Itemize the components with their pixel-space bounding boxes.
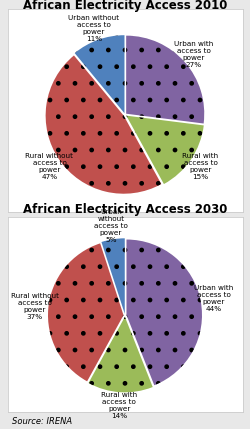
Text: Source: IRENA: Source: IRENA xyxy=(12,417,72,426)
Wedge shape xyxy=(75,35,124,113)
Text: Rural with
access to
power
15%: Rural with access to power 15% xyxy=(182,153,218,180)
Text: Rural with
access to
power
14%: Rural with access to power 14% xyxy=(101,392,137,419)
Text: Urban with
access to
power
27%: Urban with access to power 27% xyxy=(174,41,213,68)
Wedge shape xyxy=(126,239,202,385)
Title: African Electricity Access 2030: African Electricity Access 2030 xyxy=(23,203,227,216)
Text: Rural without
access to
power
47%: Rural without access to power 47% xyxy=(26,153,74,180)
Wedge shape xyxy=(46,55,161,194)
Text: Rural without
access to
power
37%: Rural without access to power 37% xyxy=(11,293,59,320)
Wedge shape xyxy=(48,243,124,381)
Text: Urban with
access to
power
44%: Urban with access to power 44% xyxy=(194,285,234,312)
Title: African Electricity Access 2010: African Electricity Access 2010 xyxy=(23,0,227,12)
Wedge shape xyxy=(88,317,153,393)
Wedge shape xyxy=(126,116,204,184)
Wedge shape xyxy=(102,239,125,314)
Wedge shape xyxy=(126,36,204,124)
Text: Urban
without
access to
power
5%: Urban without access to power 5% xyxy=(94,209,128,243)
Text: Urban without
access to
power
11%: Urban without access to power 11% xyxy=(68,15,120,42)
